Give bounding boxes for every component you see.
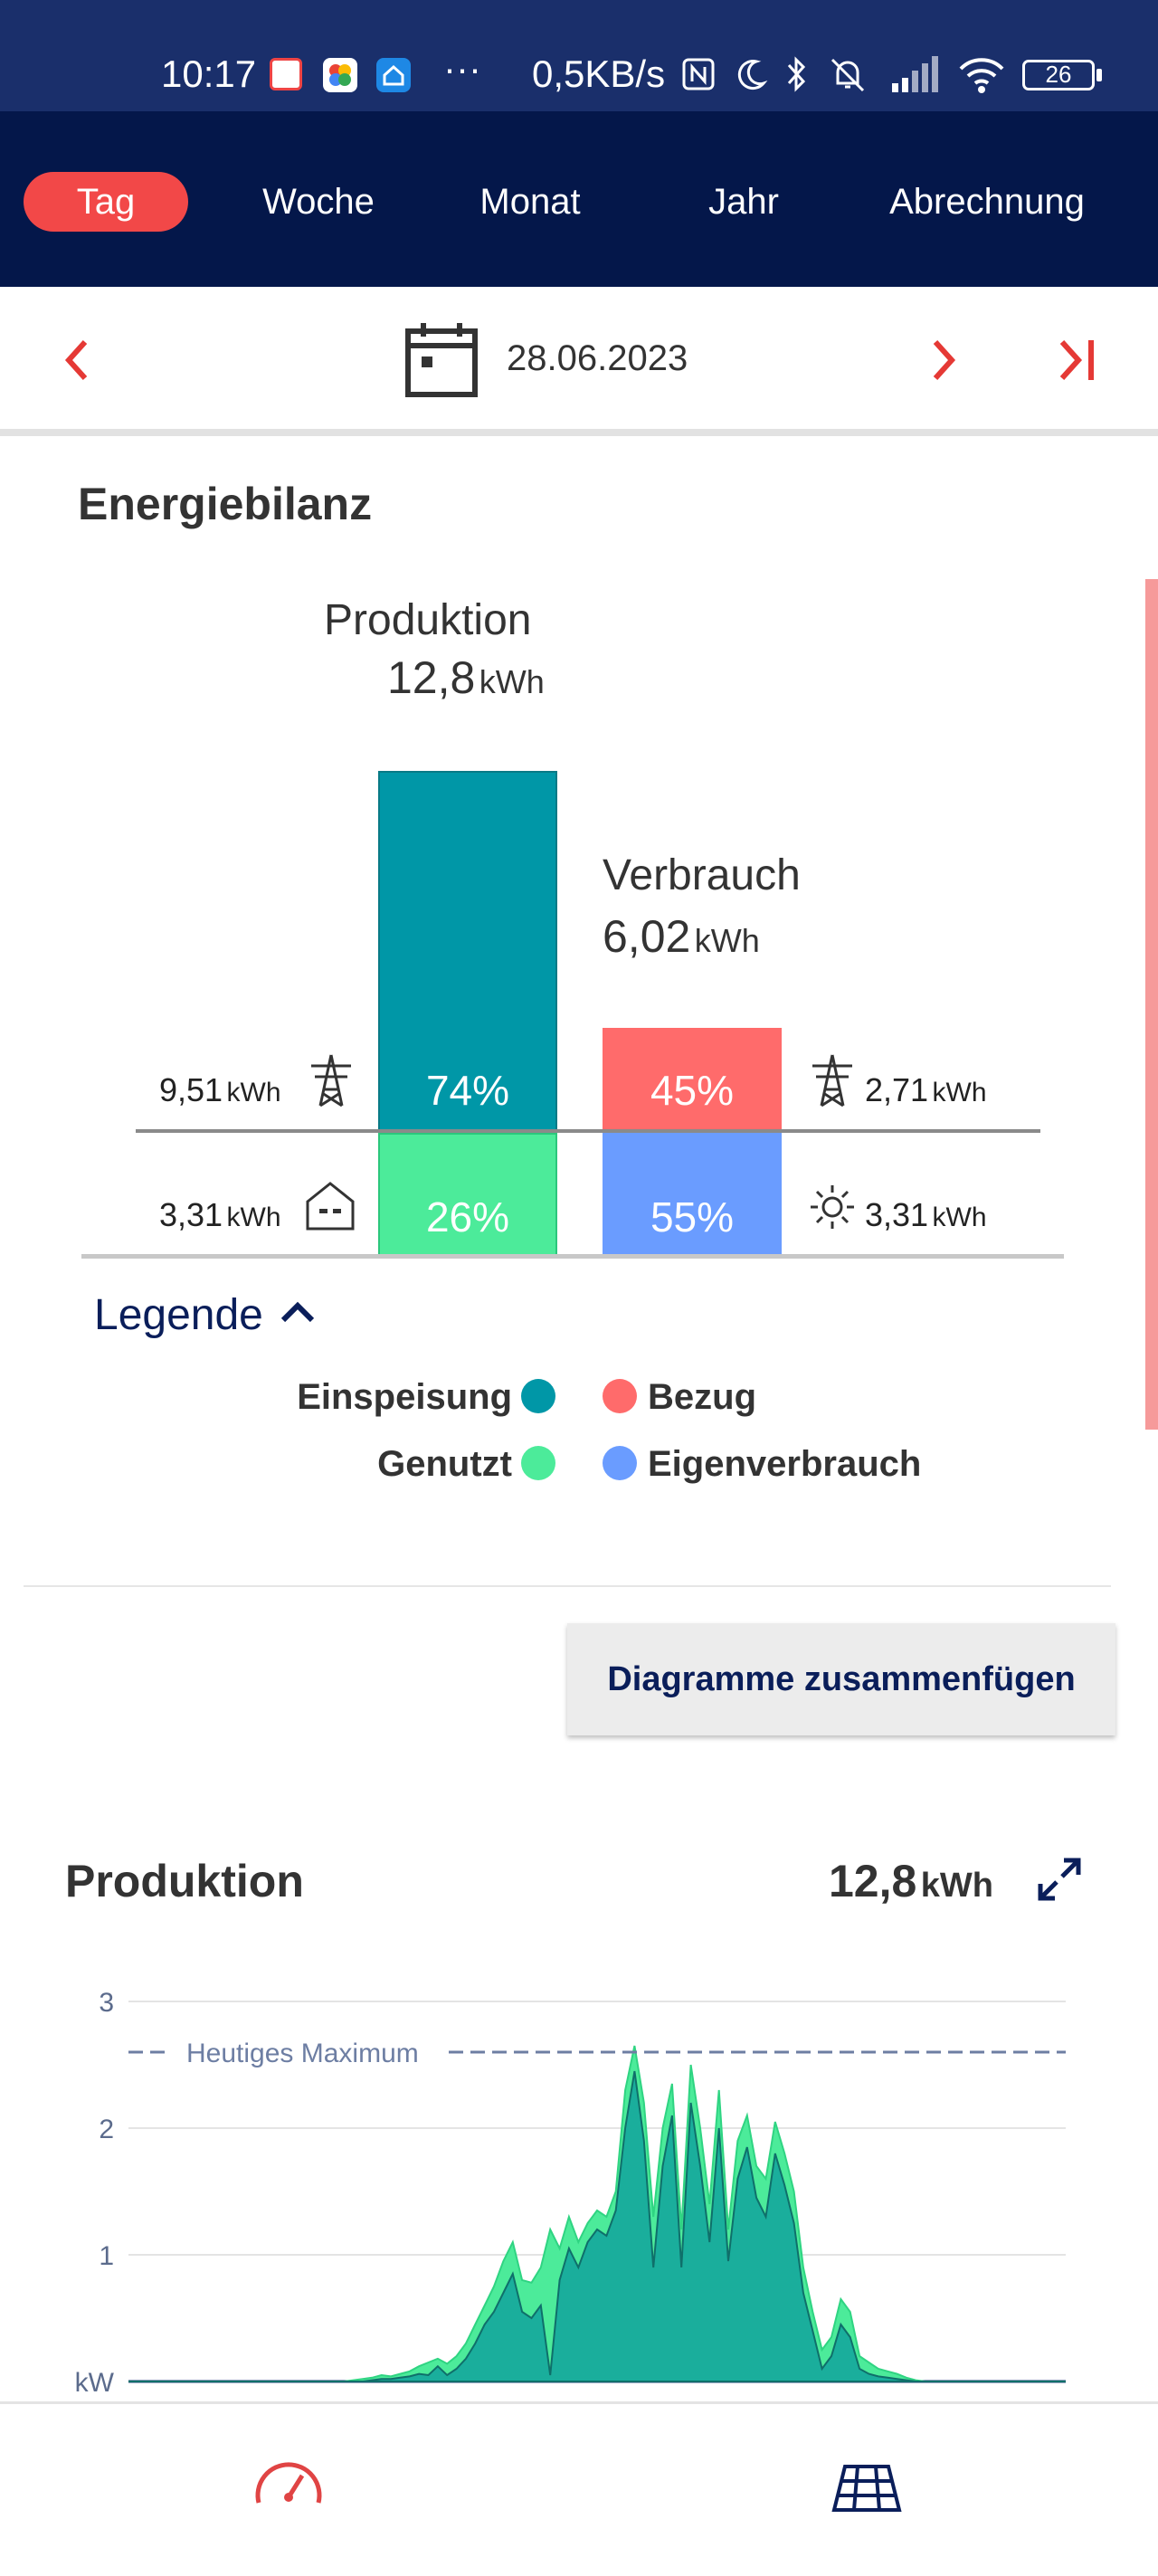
self-consumption-amount: 3,31 kWh	[865, 1196, 987, 1234]
bottom-navigation	[0, 2401, 1158, 2576]
wifi-icon	[959, 58, 1004, 93]
nfc-icon	[682, 58, 715, 90]
legend-grid-purchase-label: Bezug	[648, 1377, 756, 1417]
signal-icon	[892, 56, 938, 92]
notification-app-icon	[270, 58, 302, 90]
legend-grid-purchase-dot	[603, 1379, 637, 1413]
production-series-area	[128, 2070, 1066, 2382]
expand-icon[interactable]	[1035, 1855, 1084, 1904]
feed-in-unit: kWh	[226, 1078, 281, 1107]
grid-purchase-percent: 45%	[650, 1067, 735, 1114]
y-tick-label: kW	[75, 2368, 115, 2398]
calendar-icon[interactable]	[403, 320, 479, 398]
grid-purchase-unit: kWh	[932, 1078, 987, 1107]
chevron-left-icon[interactable]	[60, 335, 96, 385]
scrollbar[interactable]	[1145, 579, 1158, 1430]
y-tick-label: 1	[99, 2241, 114, 2271]
tab-day[interactable]: Tag	[24, 172, 188, 232]
power-pylon-icon	[311, 1054, 351, 1107]
power-pylon-icon	[812, 1054, 852, 1107]
balance-midline	[136, 1129, 1040, 1133]
battery-level: 26	[1045, 61, 1072, 88]
grid-purchase-bar	[603, 1028, 782, 1133]
photos-app-icon	[323, 58, 357, 92]
feed-in-percent: 74%	[425, 1067, 510, 1114]
bluetooth-icon	[787, 56, 806, 92]
grid-purchase-value: 2,71	[865, 1071, 929, 1108]
legend-toggle[interactable]: Legende	[94, 1290, 318, 1340]
production-chart-total: 12,8 kWh	[829, 1855, 993, 1907]
chevron-right-icon[interactable]	[925, 335, 961, 385]
production-unit: kWh	[479, 663, 545, 700]
mute-bell-icon	[831, 58, 865, 92]
self-consumption-bar	[603, 1133, 782, 1256]
legend-feed-in-dot	[521, 1379, 555, 1413]
self-consumption-value: 3,31	[865, 1196, 929, 1233]
production-total: 12,8 kWh	[387, 651, 545, 704]
used-amount: 3,31 kWh	[159, 1196, 281, 1234]
max-reference-label: Heutiges Maximum	[186, 2039, 419, 2068]
tab-week[interactable]: Woche	[262, 182, 375, 222]
merge-charts-button[interactable]: Diagramme zusammenfügen	[567, 1623, 1115, 1735]
self-consumption-unit: kWh	[932, 1202, 987, 1232]
more-notifications-icon: ···	[443, 47, 481, 90]
used-bar	[378, 1133, 557, 1256]
legend-used-label: Genutzt	[377, 1444, 512, 1484]
balance-baseline	[81, 1254, 1064, 1259]
legend-title: Legende	[94, 1291, 263, 1339]
consumption-total: 6,02 kWh	[603, 910, 760, 963]
legend-self-consumption-label: Eigenverbrauch	[648, 1444, 922, 1484]
tab-month[interactable]: Monat	[479, 182, 581, 222]
tab-year[interactable]: Jahr	[708, 182, 779, 222]
used-unit: kWh	[226, 1202, 281, 1232]
production-chart-value: 12,8	[829, 1856, 917, 1906]
selected-date[interactable]: 28.06.2023	[507, 338, 688, 378]
section-divider	[24, 1585, 1111, 1587]
consumption-unit: kWh	[694, 922, 760, 959]
home-app-icon	[376, 58, 411, 92]
divider	[0, 429, 1158, 436]
battery-tip	[1096, 69, 1102, 81]
legend-self-consumption-dot	[603, 1446, 637, 1480]
y-tick-label: 3	[99, 1988, 114, 2018]
consumption-label: Verbrauch	[603, 851, 801, 899]
production-chart[interactable]: 3 2 1 kW Heutiges Maximum	[0, 1972, 1158, 2401]
y-tick-label: 2	[99, 2115, 114, 2144]
moon-icon	[737, 60, 768, 90]
grid-purchase-amount: 2,71 kWh	[865, 1071, 987, 1109]
speedometer-icon[interactable]	[252, 2454, 326, 2508]
energy-balance-title: Energiebilanz	[78, 479, 373, 529]
sun-icon	[811, 1185, 854, 1229]
status-bar: 10:17 ··· 0,5KB/s 26	[0, 0, 1158, 111]
consumption-value: 6,02	[603, 911, 691, 962]
period-tab-bar	[0, 111, 1158, 287]
used-value: 3,31	[159, 1196, 223, 1233]
skip-to-last-icon[interactable]	[1055, 335, 1100, 385]
feed-in-amount: 9,51 kWh	[159, 1071, 281, 1109]
house-icon	[306, 1182, 355, 1231]
used-percent: 26%	[425, 1193, 510, 1240]
legend-feed-in-label: Einspeisung	[297, 1377, 512, 1417]
date-navigation	[0, 287, 1158, 432]
tab-billing[interactable]: Abrechnung	[889, 182, 1085, 222]
production-label: Produktion	[324, 596, 532, 644]
production-chart-unit: kWh	[920, 1867, 993, 1905]
feed-in-value: 9,51	[159, 1071, 223, 1108]
battery-icon: 26	[1022, 60, 1095, 90]
solar-panel-icon[interactable]	[831, 2463, 903, 2514]
chevron-up-icon	[281, 1301, 315, 1323]
self-consumption-percent: 55%	[650, 1193, 735, 1240]
production-chart-title: Produktion	[65, 1856, 304, 1906]
production-value: 12,8	[387, 652, 476, 703]
feed-in-bar	[378, 771, 557, 1133]
network-speed: 0,5KB/s	[532, 52, 666, 95]
status-time: 10:17	[161, 52, 257, 95]
legend-used-dot	[521, 1446, 555, 1480]
